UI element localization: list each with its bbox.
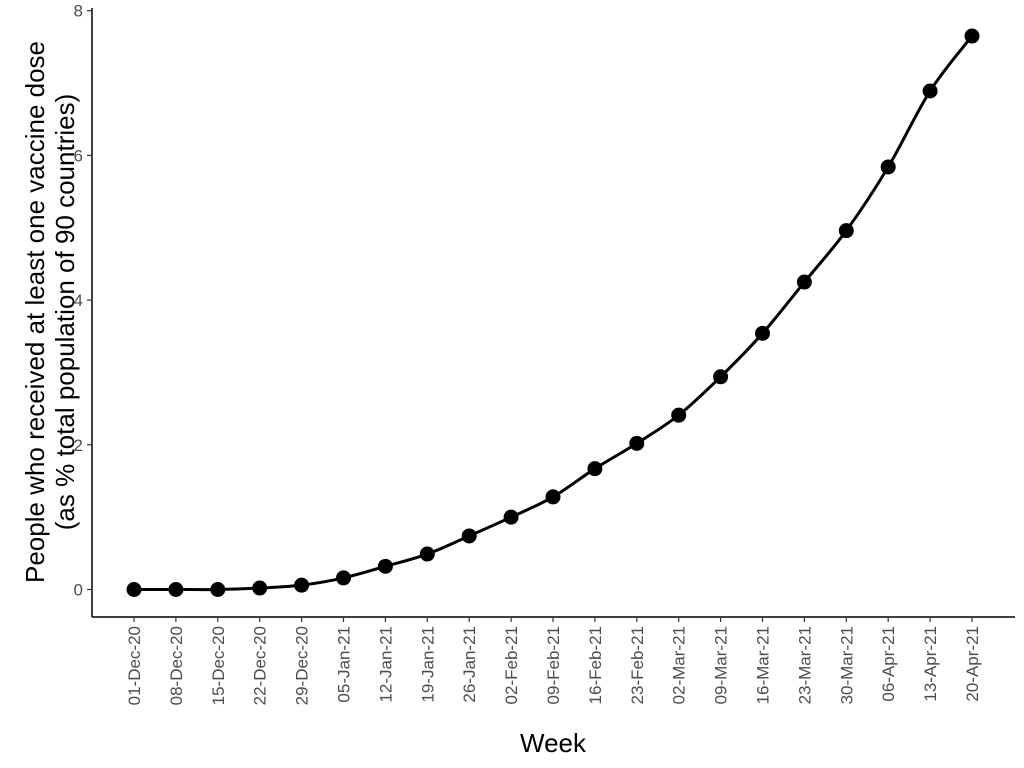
x-tick-label: 09-Feb-21 bbox=[544, 626, 563, 704]
y-tick-label: 6 bbox=[74, 146, 83, 165]
data-point bbox=[545, 489, 561, 505]
x-tick-label: 20-Apr-21 bbox=[963, 626, 982, 702]
x-tick-label: 13-Apr-21 bbox=[921, 626, 940, 702]
data-point bbox=[587, 461, 603, 477]
x-tick-label: 30-Mar-21 bbox=[837, 626, 856, 704]
x-tick-label: 16-Feb-21 bbox=[586, 626, 605, 704]
x-tick-label: 22-Dec-20 bbox=[251, 626, 270, 705]
x-tick-label: 23-Mar-21 bbox=[795, 626, 814, 704]
y-tick-label: 8 bbox=[74, 2, 83, 21]
x-tick-label: 06-Apr-21 bbox=[879, 626, 898, 702]
y-axis-title-line2: (as % total population of 90 countries) bbox=[50, 94, 80, 530]
data-point bbox=[377, 558, 393, 574]
data-point bbox=[461, 528, 477, 544]
series-line-path bbox=[134, 35, 974, 592]
data-point bbox=[713, 369, 729, 385]
data-point bbox=[252, 580, 268, 596]
x-tick-label: 02-Feb-21 bbox=[502, 626, 521, 704]
x-tick-label: 16-Mar-21 bbox=[754, 626, 773, 704]
x-tick-label: 29-Dec-20 bbox=[293, 626, 312, 705]
x-axis-title: Week bbox=[520, 728, 587, 758]
data-point bbox=[126, 582, 142, 597]
x-tick-label: 19-Jan-21 bbox=[418, 626, 437, 703]
x-ticks: 01-Dec-20 08-Dec-20 15-Dec-20 22-Dec-20 29-D… bbox=[125, 617, 982, 705]
data-point bbox=[419, 546, 435, 562]
data-point bbox=[671, 407, 687, 423]
y-ticks: 0 2 4 6 8 bbox=[74, 2, 92, 600]
x-tick-label: 01-Dec-20 bbox=[125, 626, 144, 705]
data-point bbox=[922, 83, 938, 99]
data-point bbox=[336, 570, 351, 586]
data-point bbox=[503, 509, 519, 525]
data-point bbox=[168, 582, 184, 597]
y-tick-label: 0 bbox=[74, 581, 83, 600]
data-point bbox=[755, 325, 770, 341]
x-tick-label: 02-Mar-21 bbox=[670, 626, 689, 704]
x-tick-label: 08-Dec-20 bbox=[167, 626, 186, 705]
series-line bbox=[134, 35, 974, 592]
y-axis-title: People who received at least one vaccine… bbox=[20, 41, 80, 583]
x-tick-label: 05-Jan-21 bbox=[335, 626, 354, 703]
data-point bbox=[880, 159, 896, 175]
data-points bbox=[126, 28, 980, 597]
data-point bbox=[210, 582, 226, 597]
x-tick-label: 12-Jan-21 bbox=[376, 626, 395, 703]
data-point bbox=[629, 435, 645, 451]
axes bbox=[91, 8, 1015, 618]
x-tick-label: 23-Feb-21 bbox=[628, 626, 647, 704]
data-point bbox=[964, 28, 980, 44]
x-tick-label: 15-Dec-20 bbox=[209, 626, 228, 705]
x-tick-label: 26-Jan-21 bbox=[460, 626, 479, 703]
y-tick-label: 2 bbox=[74, 436, 83, 455]
data-point bbox=[796, 274, 812, 290]
y-tick-label: 4 bbox=[74, 291, 83, 310]
data-point bbox=[838, 223, 854, 239]
y-axis-title-line1: People who received at least one vaccine… bbox=[20, 41, 50, 583]
x-tick-label: 09-Mar-21 bbox=[712, 626, 731, 704]
data-point bbox=[294, 577, 310, 593]
